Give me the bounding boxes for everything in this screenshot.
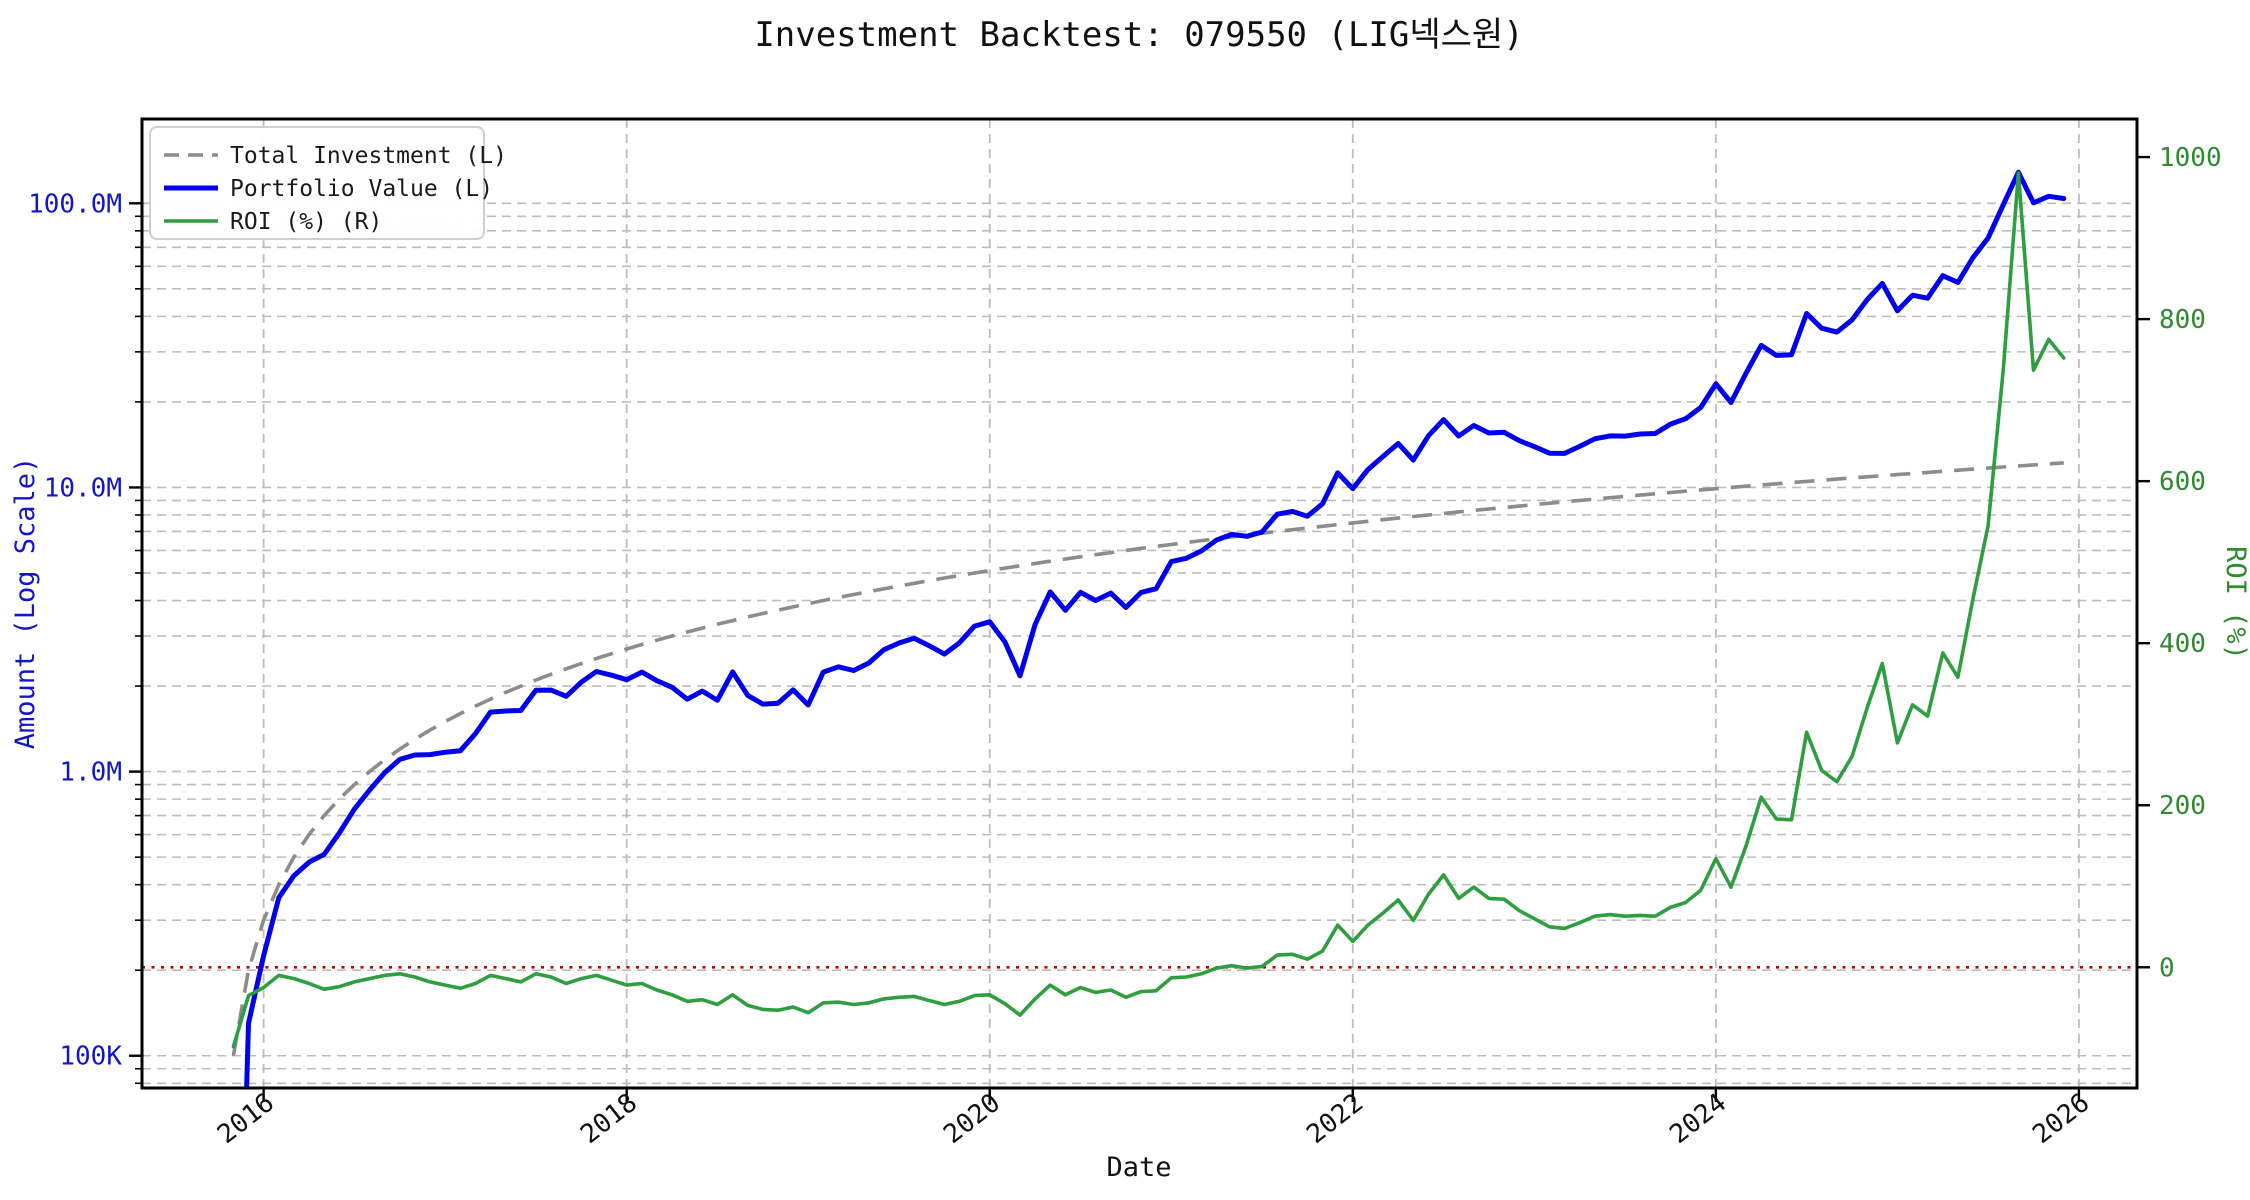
x-tick-label: 2016 (212, 1088, 280, 1150)
legend-label-roi: ROI (%) (R) (230, 209, 382, 235)
grid-lines (142, 119, 2137, 1088)
right-tick-label: 600 (2159, 467, 2206, 497)
series-lines (142, 169, 2137, 1088)
legend-item: Total Investment (L) (164, 143, 507, 169)
legend-item: Portfolio Value (L) (164, 176, 493, 202)
right-tick-label: 400 (2159, 629, 2206, 659)
x-tick-label: 2018 (575, 1088, 643, 1150)
legend-label-portfolio-value: Portfolio Value (L) (230, 176, 493, 202)
left-axis-label: Amount (Log Scale) (10, 457, 41, 750)
legend: Total Investment (L) Portfolio Value (L)… (149, 126, 507, 240)
left-tick-label: 1.0M (59, 758, 122, 788)
left-tick-label: 100.0M (28, 189, 122, 219)
x-tick-label: 2024 (1664, 1088, 1732, 1150)
legend-item: ROI (%) (R) (164, 209, 382, 235)
legend-label-total-investment: Total Investment (L) (230, 143, 507, 169)
left-tick-label: 100K (59, 1042, 122, 1072)
right-tick-label: 0 (2159, 953, 2175, 983)
right-tick-label: 1000 (2159, 143, 2222, 173)
left-tick-label: 10.0M (44, 473, 122, 503)
portfolio-value-line (244, 169, 2067, 1088)
x-tick-label: 2020 (938, 1088, 1006, 1150)
legend-box (149, 126, 485, 240)
chart-title: Investment Backtest: 079550 (LIG넥스원) (754, 15, 1523, 55)
plot-frame (140, 117, 2139, 1090)
right-axis-label: ROI (%) (2220, 546, 2250, 660)
total-investment-line (231, 461, 2064, 1057)
right-tick-label: 200 (2159, 791, 2206, 821)
x-axis-label: Date (1106, 1152, 1171, 1183)
roi-line (231, 171, 2066, 1049)
axis-ticks (129, 155, 2150, 1102)
x-tick-label: 2022 (1301, 1088, 1369, 1150)
right-tick-label: 800 (2159, 305, 2206, 335)
axis-tick-labels: 100K 1.0M 10.0M 100.0M 0 200 400 600 800 1000 2016… (28, 143, 2222, 1150)
x-tick-label: 2026 (2027, 1088, 2095, 1150)
